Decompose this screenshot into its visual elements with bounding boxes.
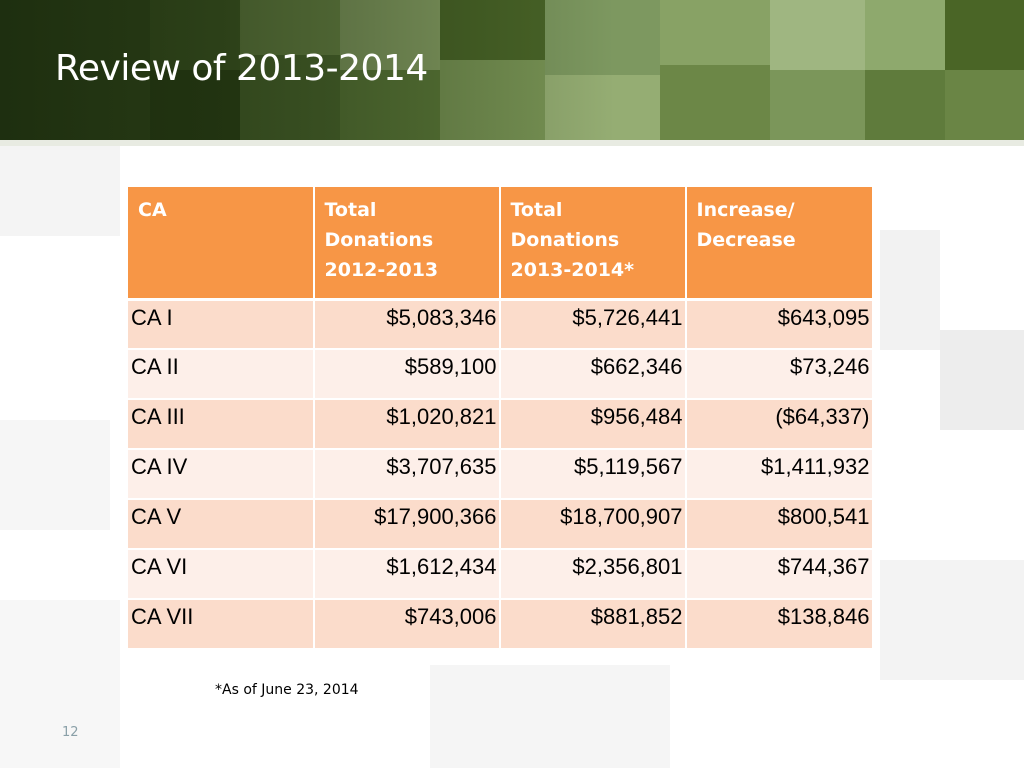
donations-2013-2014-cell: $2,356,801: [498, 549, 686, 600]
donations-2013-2014-cell: $956,484: [498, 399, 686, 450]
header-line: 2013-2014*: [510, 259, 635, 281]
ca-cell: CA II: [127, 349, 314, 400]
table-row: CA IV $3,707,635 $5,119,567 $1,411,932: [127, 449, 872, 500]
bg-tile: [0, 420, 110, 530]
column-header-donations-2012-2013: Total Donations 2012-2013: [312, 187, 500, 301]
page-number: 12: [62, 725, 79, 740]
change-cell: $744,367: [684, 549, 872, 600]
donations-table: CA Total Donations 2012-2013 Total Donat…: [127, 187, 872, 650]
bg-tile: [880, 560, 1024, 680]
table-row: CA III $1,020,821 $956,484 ($64,337): [127, 399, 872, 450]
ca-cell: CA III: [127, 399, 314, 450]
donations-2013-2014-cell: $662,346: [498, 349, 686, 400]
table-row: CA I $5,083,346 $5,726,441 $643,095: [127, 299, 872, 350]
table-row: CA VI $1,612,434 $2,356,801 $744,367: [127, 549, 872, 600]
header-line: 2012-2013: [324, 259, 439, 281]
ca-cell: CA V: [127, 499, 314, 550]
ca-cell: CA I: [127, 299, 314, 350]
donations-2012-2013-cell: $3,707,635: [312, 449, 500, 500]
header-line: Donations: [324, 229, 434, 251]
donations-2013-2014-cell: $881,852: [498, 599, 686, 650]
slide-title: Review of 2013-2014: [55, 48, 428, 89]
bg-tile: [430, 665, 670, 768]
change-cell: $800,541: [684, 499, 872, 550]
change-cell: $138,846: [684, 599, 872, 650]
donations-2012-2013-cell: $1,612,434: [312, 549, 500, 600]
header-line: Donations: [510, 229, 620, 251]
banner-divider: [0, 140, 1024, 146]
header-line: CA: [138, 199, 167, 221]
bg-tile: [940, 330, 1024, 430]
header-line: Total: [324, 199, 377, 221]
column-header-increase-decrease: Increase/ Decrease: [684, 187, 872, 301]
change-cell: $73,246: [684, 349, 872, 400]
table-row: CA V $17,900,366 $18,700,907 $800,541: [127, 499, 872, 550]
change-cell: $1,411,932: [684, 449, 872, 500]
column-header-donations-2013-2014: Total Donations 2013-2014*: [498, 187, 686, 301]
donations-2012-2013-cell: $1,020,821: [312, 399, 500, 450]
donations-2012-2013-cell: $743,006: [312, 599, 500, 650]
ca-cell: CA IV: [127, 449, 314, 500]
header-line: Increase/: [696, 199, 795, 221]
column-header-ca: CA: [127, 187, 314, 301]
table-row: CA VII $743,006 $881,852 $138,846: [127, 599, 872, 650]
change-cell: $643,095: [684, 299, 872, 350]
ca-cell: CA VII: [127, 599, 314, 650]
header-line: Decrease: [696, 229, 796, 251]
donations-2012-2013-cell: $17,900,366: [312, 499, 500, 550]
donations-2013-2014-cell: $18,700,907: [498, 499, 686, 550]
change-cell: ($64,337): [684, 399, 872, 450]
donations-2013-2014-cell: $5,119,567: [498, 449, 686, 500]
footnote: *As of June 23, 2014: [215, 682, 359, 698]
bg-tile: [0, 600, 120, 768]
table-header-row: CA Total Donations 2012-2013 Total Donat…: [127, 187, 872, 301]
bg-tile: [0, 146, 120, 236]
bg-tile: [880, 230, 940, 350]
donations-2013-2014-cell: $5,726,441: [498, 299, 686, 350]
ca-cell: CA VI: [127, 549, 314, 600]
donations-2012-2013-cell: $5,083,346: [312, 299, 500, 350]
header-line: Total: [510, 199, 563, 221]
donations-2012-2013-cell: $589,100: [312, 349, 500, 400]
table-row: CA II $589,100 $662,346 $73,246: [127, 349, 872, 400]
title-banner: Review of 2013-2014: [0, 0, 1024, 140]
